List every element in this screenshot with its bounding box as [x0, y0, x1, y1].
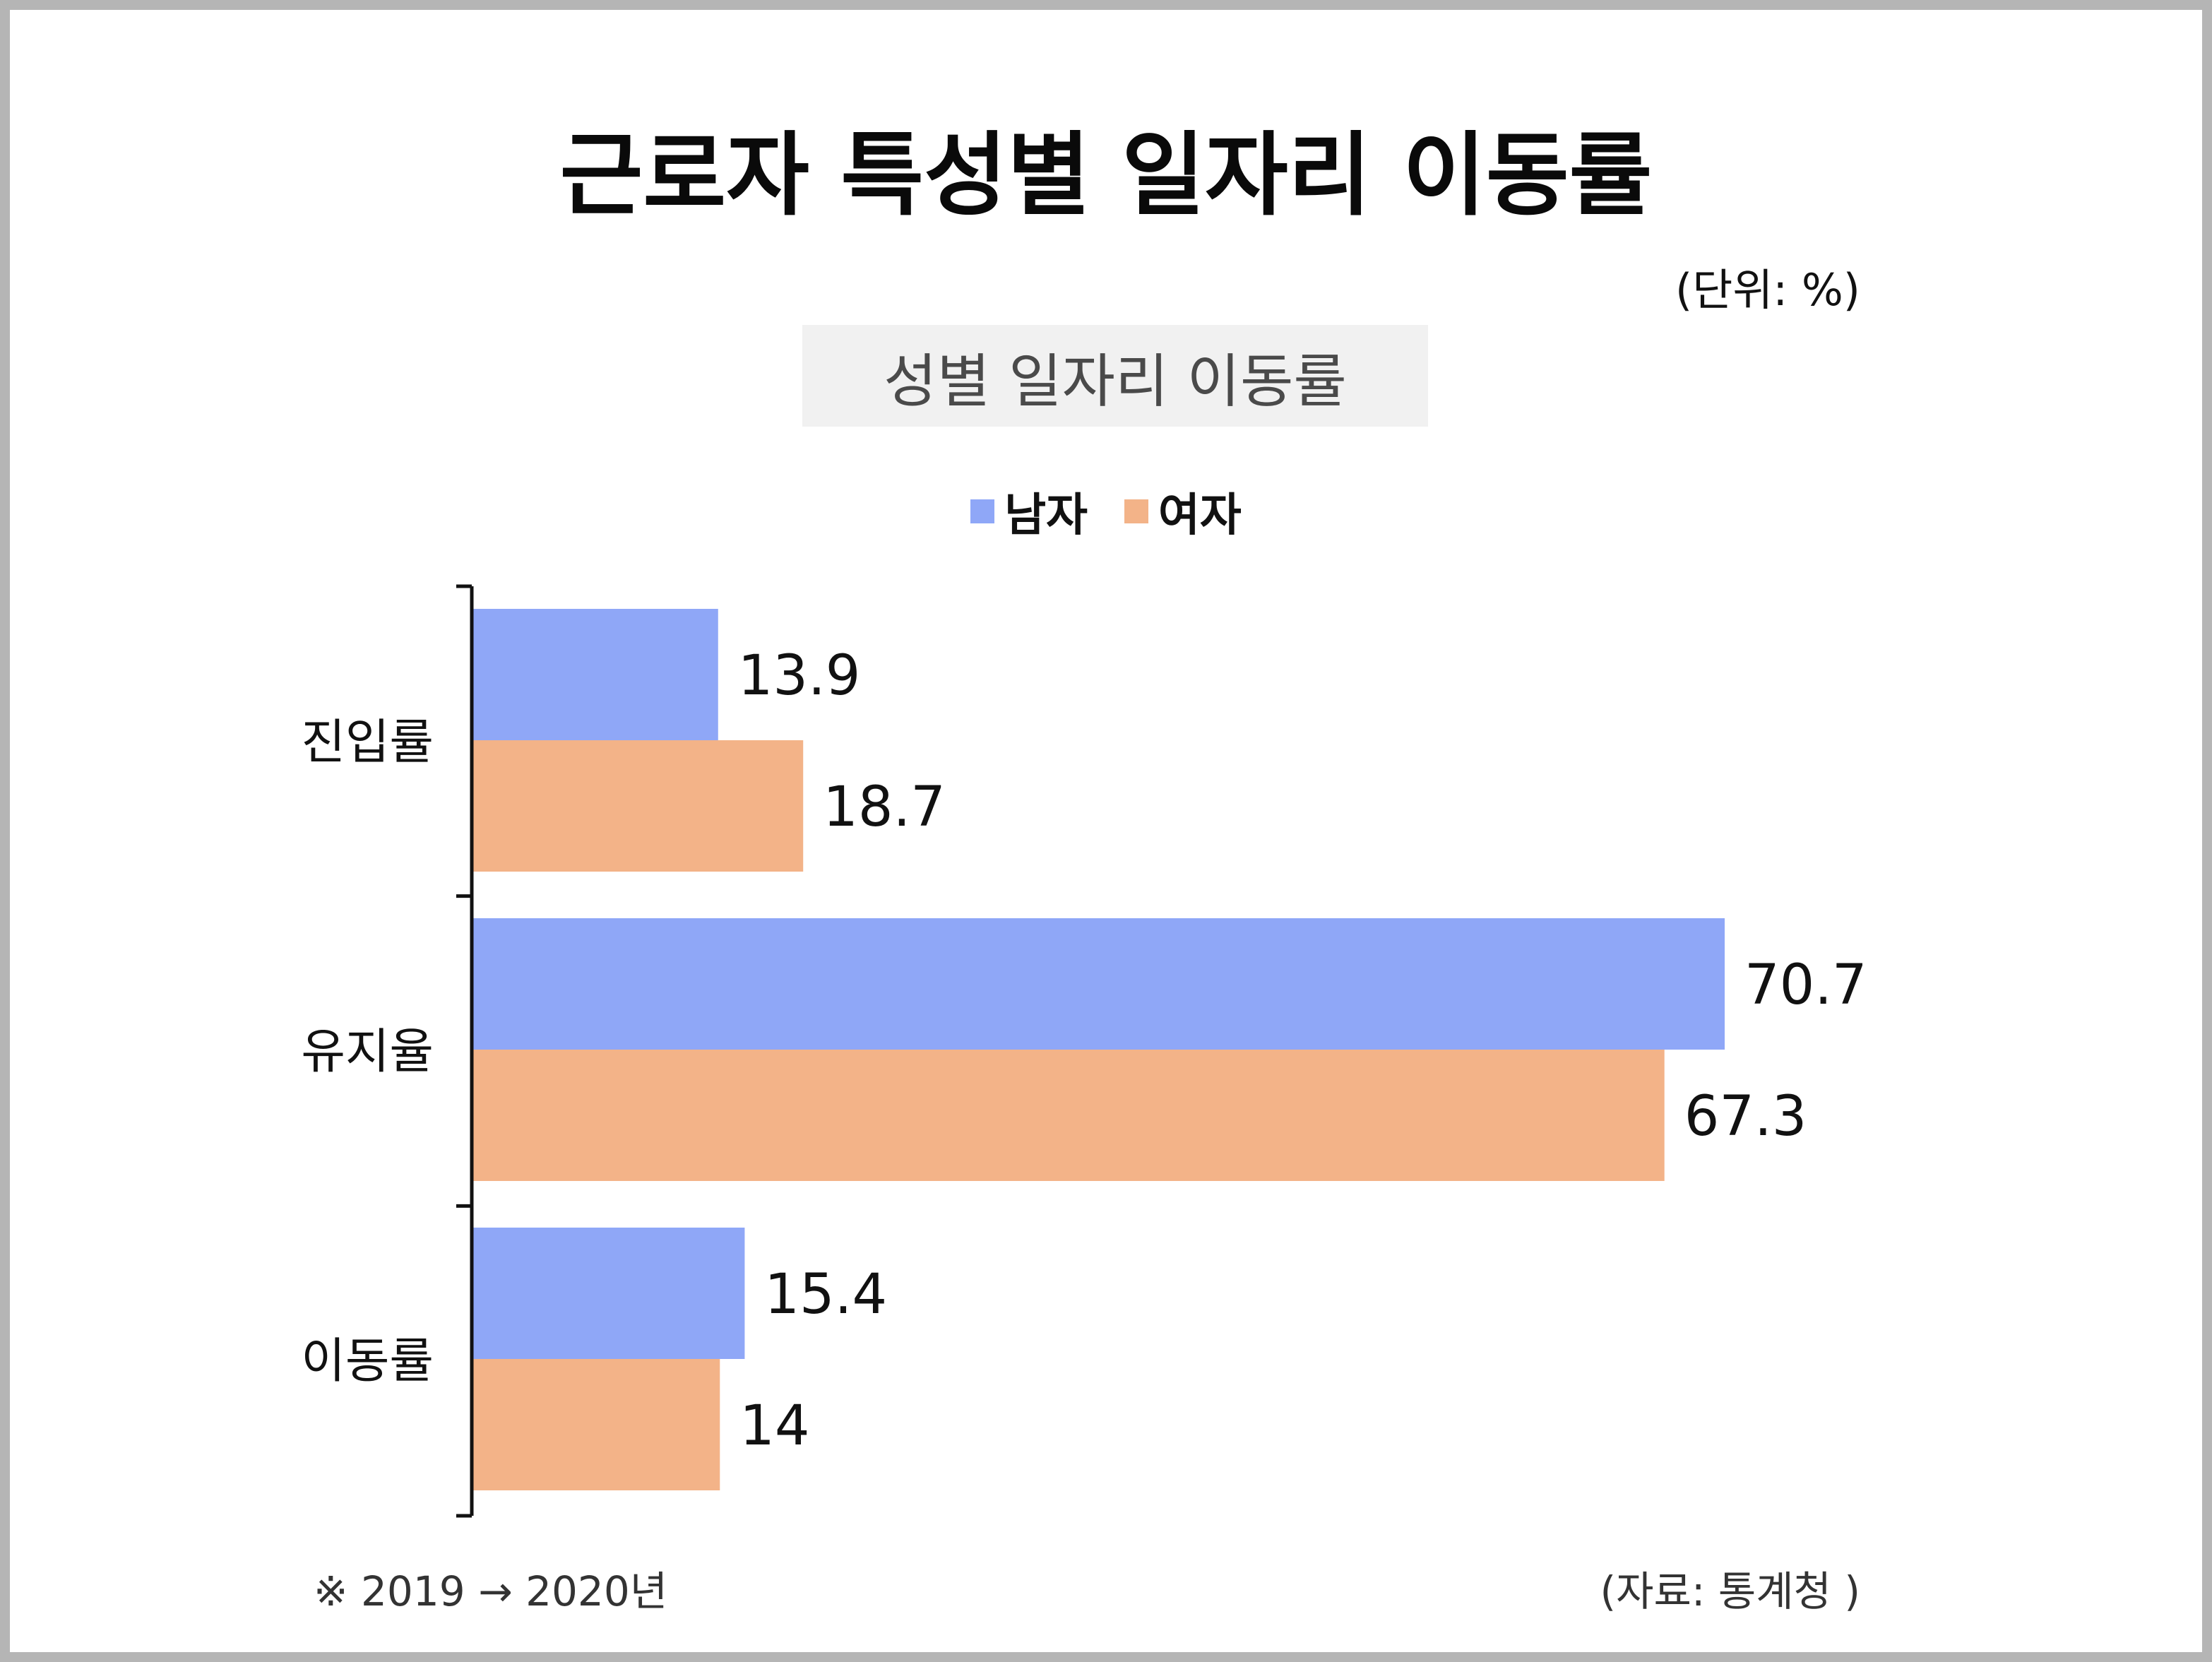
chart-subtitle-box: 성별 일자리 이동률 [802, 325, 1428, 427]
data-label: 67.3 [1684, 1085, 1807, 1148]
bar-female-1 [472, 1050, 1665, 1181]
period-note: ※ 2019 → 2020년 [314, 1567, 668, 1615]
legend-label-male: 남자 [1004, 489, 1088, 542]
legend-swatch-female [1124, 499, 1148, 523]
legend: 남자 여자 [10, 479, 2202, 544]
legend-item-female: 여자 [1124, 479, 1242, 544]
category-label: 이동률 [301, 1334, 434, 1389]
legend-label-female: 여자 [1158, 489, 1242, 542]
bar-male-0 [472, 609, 718, 740]
source-label: (자료: 통계청 ) [1600, 1567, 1860, 1615]
category-label: 유지율 [301, 1024, 434, 1080]
bar-male-1 [472, 918, 1725, 1050]
chart-subtitle: 성별 일자리 이동률 [884, 348, 1347, 415]
data-label: 18.7 [823, 776, 946, 839]
unit-label: (단위: %) [1675, 264, 1860, 316]
legend-item-male: 남자 [970, 479, 1088, 544]
legend-swatch-male [970, 499, 995, 523]
data-label: 13.9 [738, 644, 861, 708]
data-label: 70.7 [1744, 954, 1867, 1017]
bar-female-0 [472, 740, 804, 872]
bar-male-2 [472, 1228, 745, 1359]
data-label: 15.4 [764, 1263, 887, 1326]
category-label: 진입률 [301, 715, 434, 771]
bar-female-2 [472, 1359, 720, 1490]
chart-title: 근로자 특성별 일자리 이동률 [559, 123, 1653, 228]
data-label: 14 [739, 1394, 809, 1458]
bar-chart: 13.9 18.7 진입률 70.7 67.3 유지율 15.4 14 이동률 [301, 584, 1867, 1518]
